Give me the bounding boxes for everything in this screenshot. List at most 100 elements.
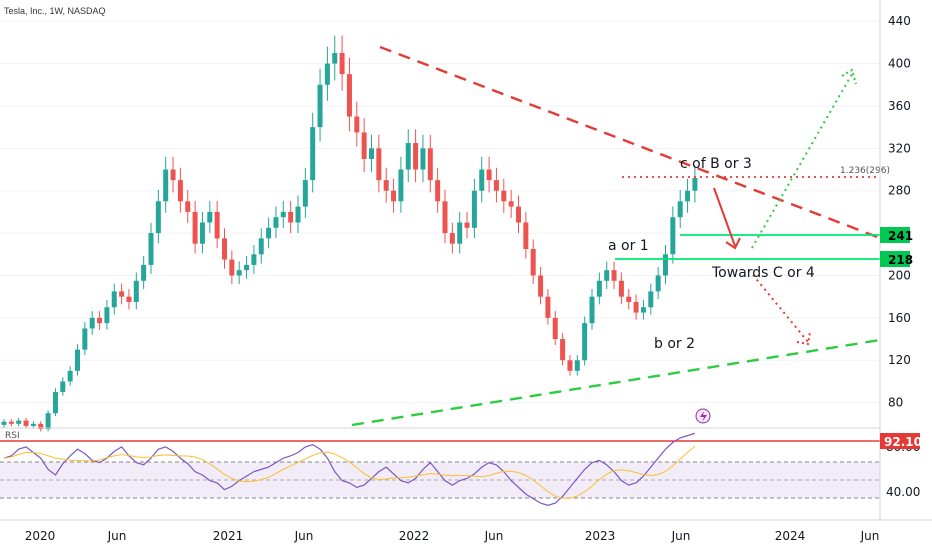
candle-body [391,190,397,202]
candle-body [258,238,264,255]
price-tick-label: 400 [888,57,911,71]
candle-body [199,222,205,244]
candle-body [596,280,602,297]
candle-body [589,296,595,324]
price-tag-241: 241 [880,227,913,243]
candle-body [244,264,250,271]
candle-body [266,227,272,239]
candle-body [229,259,235,276]
candle-body [611,270,617,281]
upper-trendline [379,45,881,240]
candle-body [192,211,198,244]
candle-body [655,275,661,292]
time-tick-label: 2023 [585,529,616,543]
svg-text:92.10: 92.10 [884,435,922,449]
candle-body [295,206,301,223]
candle-body [185,201,191,212]
price-grid [0,20,880,404]
price-tick-label: 280 [888,184,911,198]
candle-body [420,148,426,170]
candle-body [310,127,316,181]
candle-body [97,317,103,324]
candle-body [16,420,22,424]
annotation-towards-c: Towards C or 4 [711,265,815,281]
rsi-value-tag: 92.10 [880,433,922,449]
candle-body [582,323,588,361]
annotation-b-or-2: b or 2 [654,336,695,352]
candle-series [1,35,698,432]
candle-body [479,169,485,191]
candle-body [133,280,139,302]
candle-body [163,169,169,202]
candle-body [67,370,73,382]
bearish-projection-head [796,331,811,346]
candle-body [471,190,477,228]
time-tick-label: Jun [860,529,880,543]
candle-body [111,291,117,308]
candle-body [545,296,551,318]
price-tick-label: 80 [888,396,903,410]
candle-body [75,349,80,371]
bearish-projection-arrow [752,274,809,343]
price-tick-label: 200 [888,268,911,282]
time-tick-label: 2021 [213,529,244,543]
candle-body [89,317,95,329]
candle-body [449,233,455,244]
candle-body [523,222,529,249]
candle-body [104,307,110,324]
candle-body [222,238,227,260]
candle-body [464,222,470,228]
candle-body [633,301,639,313]
candle-body [685,190,691,202]
candle-body [354,116,360,133]
lightning-icon[interactable] [695,408,711,424]
time-tick-label: 2024 [775,529,806,543]
candle-body [501,190,507,202]
candle-body [332,52,338,64]
price-tag-218: 218 [880,251,913,267]
rsi-line [3,432,696,507]
candle-body [677,201,683,218]
candle-body [317,84,323,128]
candle-body [413,143,419,170]
fib-label: 1.236(296) [840,166,890,176]
candle-body [516,206,521,223]
candle-body [60,381,66,393]
time-tick-label: Jun [484,529,504,543]
candle-body [8,421,14,424]
candle-body [119,291,125,297]
candle-body [427,148,433,181]
price-tick-label: 120 [888,353,911,367]
candle-body [177,180,183,202]
price-tick-label: 160 [888,311,911,325]
time-tick-label: Jun [671,529,691,543]
candle-body [648,291,654,308]
candle-body [640,307,646,313]
price-axis[interactable]: 80120160200240280320360400440 [888,14,911,409]
time-tick-label: 2020 [25,529,56,543]
candle-body [45,413,51,430]
candle-body [126,296,132,302]
time-tick-label: Jun [107,529,127,543]
candle-body [486,169,492,181]
candle-body [273,217,279,228]
candle-body [339,52,345,75]
time-tick-label: Jun [294,529,314,543]
candle-body [346,74,352,117]
price-tick-label: 440 [888,14,911,28]
candle-body [23,420,29,426]
candle-body [288,211,294,223]
candle-body [207,211,213,223]
candle-body [398,169,404,202]
symbol-header: Tesla, Inc., 1W, NASDAQ [4,6,106,16]
candle-body [52,392,58,414]
candle-body [155,201,161,234]
time-axis[interactable]: 2020 Jun 2021 Jun 2022 Jun 2023 Jun 2024 Jun [25,529,880,543]
candle-body [170,169,176,181]
candle-body [324,63,330,85]
price-tick-label: 360 [888,99,911,113]
candle-body [141,264,147,281]
annotation-a-or-1: a or 1 [608,238,649,254]
candle-body [457,222,463,244]
